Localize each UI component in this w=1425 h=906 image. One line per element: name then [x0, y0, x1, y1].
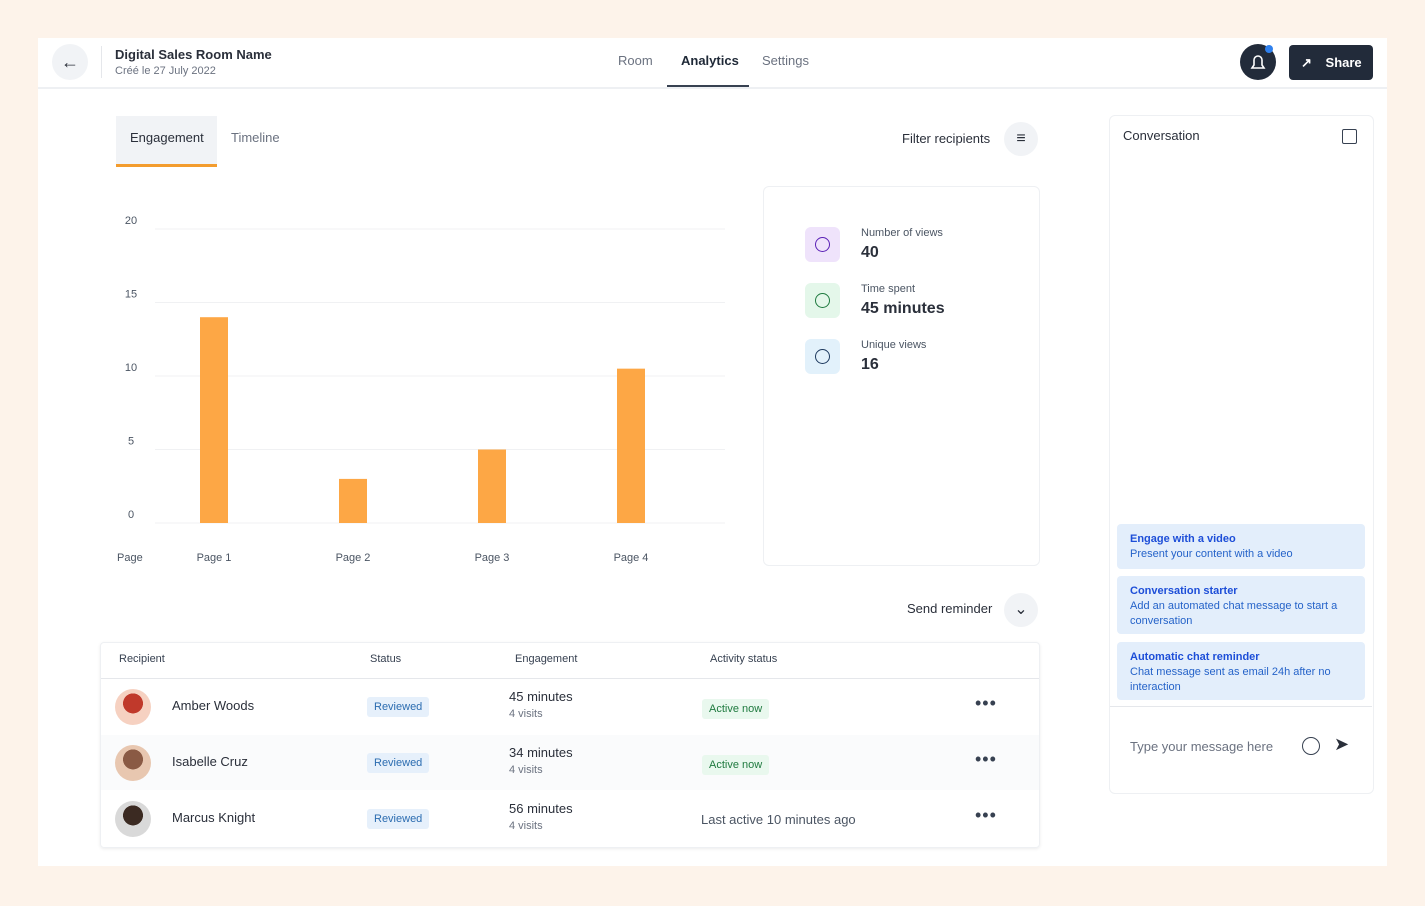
stat-label: Time spent: [861, 283, 916, 295]
engagement-time: 56 minutes: [509, 801, 573, 816]
avatar: [115, 689, 151, 725]
stat-value: 16: [861, 356, 879, 373]
bar: [200, 317, 228, 523]
card-title: Engage with a video: [1130, 533, 1236, 545]
activity-badge: Active now: [702, 755, 770, 775]
suggestion-card[interactable]: Automatic chat reminder Chat message sent…: [1117, 642, 1365, 700]
stat-icon-glyph: [815, 237, 830, 252]
card-title: Conversation starter: [1130, 585, 1238, 597]
table-header: Status: [370, 653, 402, 665]
share-label: Share: [1325, 55, 1362, 70]
input-border: [1110, 706, 1372, 707]
recipient-name: Amber Woods: [172, 698, 255, 713]
y-tick-label: 15: [125, 288, 137, 300]
stat-value: 40: [861, 244, 879, 261]
conversation-title: Conversation: [1123, 128, 1200, 143]
table: [100, 642, 1040, 848]
send-button[interactable]: ➤: [1334, 734, 1350, 754]
panel: [38, 38, 1387, 866]
tab[interactable]: Engagement: [130, 130, 204, 145]
nav-item[interactable]: Settings: [762, 53, 809, 68]
filter-label[interactable]: Filter recipients: [902, 131, 991, 146]
suggestion-card[interactable]: Conversation starter Add an automated cha…: [1117, 576, 1365, 634]
engagement-time: 34 minutes: [509, 745, 573, 760]
bar: [478, 449, 506, 523]
suggestion-card[interactable]: Engage with a video Present your content …: [1117, 524, 1365, 569]
tab[interactable]: Timeline: [231, 130, 280, 145]
collapse-button[interactable]: [1342, 129, 1357, 144]
x-tick-label: Page 2: [336, 552, 371, 564]
y-tick-label: 5: [128, 435, 134, 447]
visit-count: 4 visits: [509, 708, 543, 720]
card-text: Chat message sent as email 24h after no …: [1130, 666, 1331, 693]
row-menu[interactable]: •••: [975, 693, 997, 713]
stat-value: 45 minutes: [861, 300, 945, 317]
notification-button[interactable]: [1240, 44, 1276, 80]
nav-underline: [667, 85, 749, 87]
room-title: Digital Sales Room Name: [115, 47, 272, 62]
avatar: [115, 801, 151, 837]
nav-item[interactable]: Analytics: [681, 53, 739, 68]
filter-button[interactable]: ≡: [1004, 122, 1038, 156]
card-title: Automatic chat reminder: [1130, 651, 1260, 663]
row-menu[interactable]: •••: [975, 805, 997, 825]
stat-icon-glyph: [815, 349, 830, 364]
status-badge: Reviewed: [367, 697, 430, 717]
send-reminder[interactable]: Send reminder: [907, 601, 993, 616]
stat-icon-glyph: [815, 293, 830, 308]
table-border: [101, 678, 1039, 679]
emoji-button[interactable]: [1302, 737, 1320, 755]
engagement-time: 45 minutes: [509, 689, 573, 704]
message-input[interactable]: Type your message here: [1130, 739, 1274, 754]
stat-label: Number of views: [861, 227, 943, 239]
y-tick-label: 10: [125, 362, 137, 374]
y-tick-label: 20: [125, 215, 137, 227]
recipient-name: Marcus Knight: [172, 810, 256, 825]
recipient-name: Isabelle Cruz: [172, 754, 248, 769]
divider: [101, 46, 102, 78]
card-text: Present your content with a video: [1130, 548, 1293, 560]
x-tick-label: Page 1: [197, 552, 232, 564]
avatar: [115, 745, 151, 781]
bell-icon: [1250, 45, 1273, 69]
nav-item[interactable]: Room: [618, 53, 653, 68]
row-menu[interactable]: •••: [975, 749, 997, 769]
tab-active[interactable]: [116, 116, 217, 167]
visit-count: 4 visits: [509, 820, 543, 832]
table-header: Engagement: [515, 653, 578, 665]
x-tick-label: Page 3: [475, 552, 510, 564]
visit-count: 4 visits: [509, 764, 543, 776]
stats-card: [763, 186, 1040, 566]
reminder-toggle[interactable]: ⌄: [1004, 593, 1038, 627]
activity-text: Last active 10 minutes ago: [701, 812, 856, 827]
row-stripe: [101, 735, 1039, 790]
card-text: Add an automated chat message to start a…: [1130, 600, 1338, 627]
chart: Page 0 5 10 15 20 Page 1 Page 2 Page 3 Page 4: [117, 215, 725, 564]
status-badge: Reviewed: [367, 809, 430, 829]
room-date: Créé le 27 July 2022: [115, 65, 216, 77]
back-button[interactable]: ←: [52, 44, 88, 80]
y-tick-label: 0: [128, 509, 134, 521]
activity-badge: Active now: [702, 699, 770, 719]
header-border: [38, 87, 1387, 89]
stat-label: Unique views: [861, 339, 927, 351]
bar: [617, 368, 645, 523]
conversation-panel: [1109, 115, 1374, 794]
share-button[interactable]: ↗ Share: [1289, 45, 1373, 80]
stat-icon: [805, 227, 840, 262]
x-axis-label: Page: [117, 552, 143, 564]
table-header: Activity status: [710, 653, 778, 665]
table-header: Recipient: [119, 653, 165, 665]
status-badge: Reviewed: [367, 753, 430, 773]
x-tick-label: Page 4: [614, 552, 649, 564]
bar: [339, 478, 367, 523]
